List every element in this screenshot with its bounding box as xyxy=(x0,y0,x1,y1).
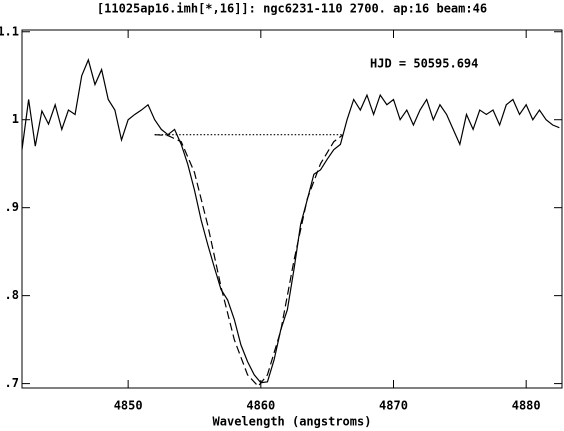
x-axis-label: Wavelength (angstroms) xyxy=(213,415,372,429)
y-tick-label: .8 xyxy=(5,288,19,302)
x-tick-label: 4850 xyxy=(114,399,143,413)
plot-frame xyxy=(21,29,563,389)
x-tick-label: 4860 xyxy=(246,399,275,413)
x-tick-label: 4880 xyxy=(512,399,541,413)
spectrum-line xyxy=(21,58,560,384)
y-tick-label: 1 xyxy=(12,112,19,126)
chart-title: [11025ap16.imh[*,16]]: ngc6231-110 2700.… xyxy=(97,2,487,16)
y-tick-label: 1.1 xyxy=(0,24,19,38)
x-tick-label: 4870 xyxy=(379,399,408,413)
y-tick-label: .7 xyxy=(5,376,19,390)
spectrum-line xyxy=(154,134,344,388)
annotation: HJD = 50595.694 xyxy=(370,57,478,71)
y-tick-label: .9 xyxy=(5,200,19,214)
